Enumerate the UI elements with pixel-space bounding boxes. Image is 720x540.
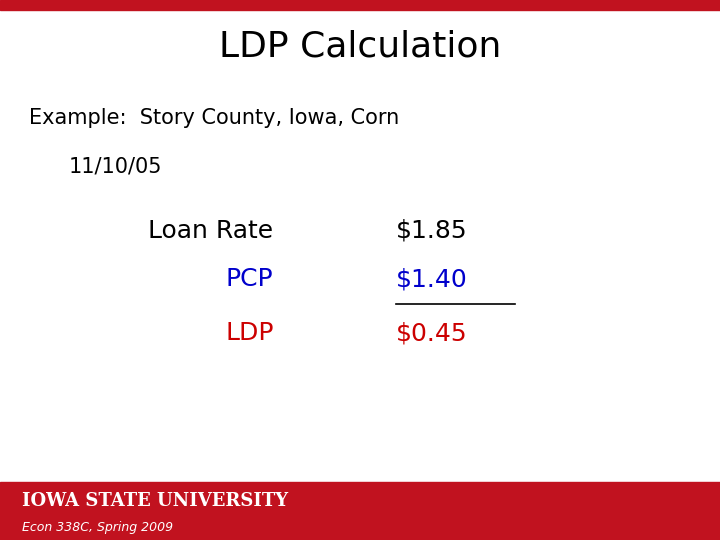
Text: IOWA STATE UNIVERSITY: IOWA STATE UNIVERSITY: [22, 491, 288, 510]
Text: 11/10/05: 11/10/05: [68, 157, 162, 177]
Text: $1.85: $1.85: [396, 219, 467, 242]
Text: Econ 338C, Spring 2009: Econ 338C, Spring 2009: [22, 521, 173, 534]
Text: LDP: LDP: [225, 321, 274, 345]
Text: $0.45: $0.45: [396, 321, 467, 345]
Text: Example:  Story County, Iowa, Corn: Example: Story County, Iowa, Corn: [29, 108, 399, 128]
Bar: [0, 482, 720, 540]
Text: LDP Calculation: LDP Calculation: [219, 30, 501, 64]
Text: Loan Rate: Loan Rate: [148, 219, 274, 242]
Text: PCP: PCP: [226, 267, 274, 291]
Text: $1.40: $1.40: [396, 267, 468, 291]
Bar: [0, 0, 720, 10]
